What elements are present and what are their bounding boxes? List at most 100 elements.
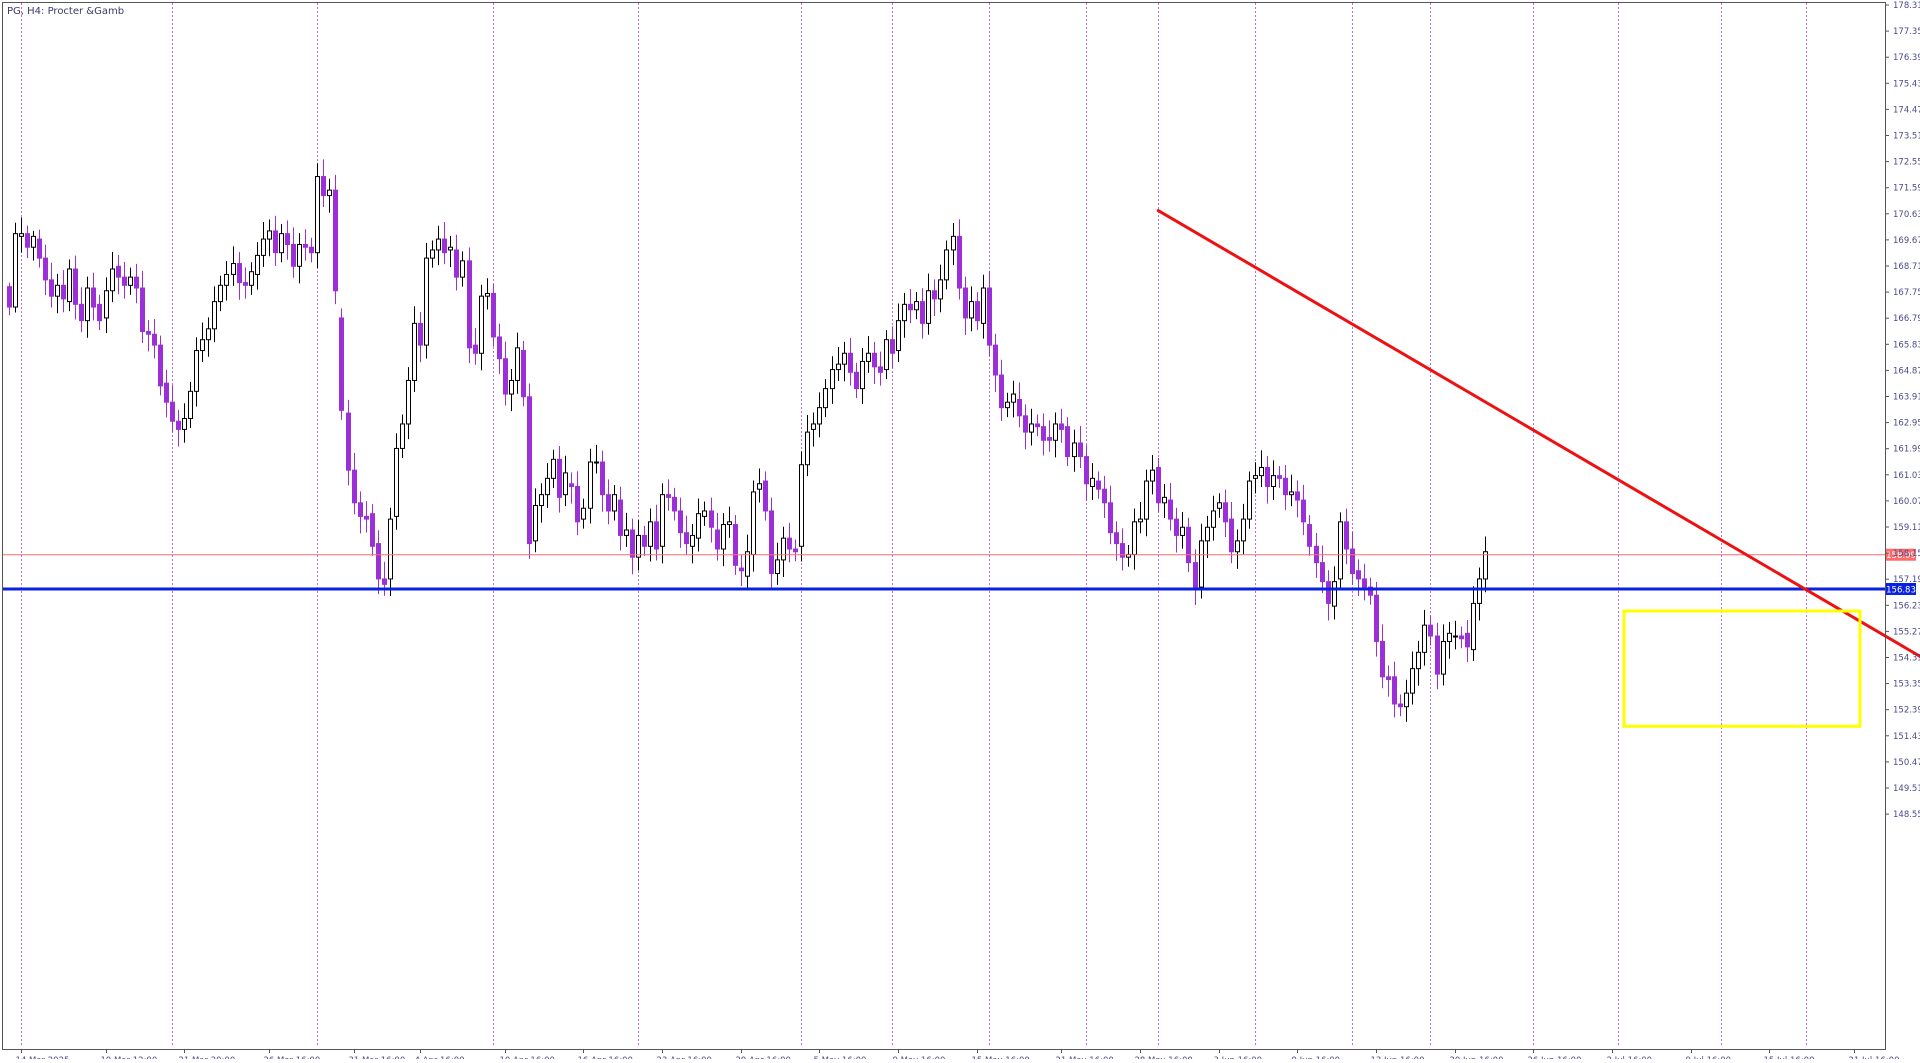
candle-body	[661, 495, 665, 547]
candle-body	[1157, 467, 1161, 502]
candle-body	[1357, 571, 1361, 579]
candle-body	[1036, 424, 1040, 427]
candle-body	[945, 250, 949, 280]
candle-body	[310, 247, 314, 252]
candle-body	[1097, 481, 1101, 489]
candle-body	[1484, 552, 1488, 579]
candle-body	[1375, 595, 1379, 641]
candle-body	[407, 380, 411, 424]
y-tick-label: 170.63	[1893, 210, 1920, 220]
candle-body	[123, 277, 127, 285]
candle-body	[722, 525, 726, 549]
candle-body	[1417, 652, 1421, 668]
candle	[800, 451, 804, 561]
candle-body	[1351, 549, 1355, 573]
candle-body	[1060, 424, 1064, 429]
candle-body	[710, 511, 714, 527]
candle-body	[377, 544, 381, 579]
candle-body	[800, 465, 804, 547]
candle-body	[147, 332, 151, 335]
candle-body	[1290, 492, 1294, 495]
candle-body	[1466, 633, 1470, 647]
candle-body	[867, 353, 871, 361]
candle-body	[831, 370, 835, 389]
candle-body	[1115, 533, 1119, 544]
candle-body	[619, 500, 623, 535]
y-tick-label: 163.91	[1893, 393, 1920, 403]
candle-body	[1030, 424, 1034, 432]
candle-body	[486, 293, 490, 296]
candle-body	[1006, 402, 1010, 407]
y-tick-label: 167.75	[1893, 288, 1920, 298]
candle-body	[589, 462, 593, 508]
y-tick-label: 157.19	[1893, 575, 1920, 585]
candle-body	[50, 280, 54, 296]
candle-body	[213, 302, 217, 329]
candle-body	[1296, 492, 1300, 500]
candle-body	[44, 258, 48, 280]
y-tick-label: 154.31	[1893, 654, 1920, 664]
candle-body	[1429, 625, 1433, 636]
candle-body	[1472, 603, 1476, 649]
candle	[425, 243, 429, 359]
candle-body	[1423, 625, 1427, 652]
y-tick-label: 177.35	[1893, 27, 1920, 37]
candle-body	[1163, 497, 1167, 502]
y-tick-label: 153.35	[1893, 680, 1920, 690]
candle-body	[141, 288, 145, 332]
candle-body	[982, 288, 986, 323]
y-tick-label: 159.11	[1893, 523, 1920, 533]
candle-body	[1181, 527, 1185, 535]
candle-body	[353, 470, 357, 503]
y-tick-label: 151.43	[1893, 732, 1920, 742]
candle	[316, 163, 320, 268]
candle-body	[770, 511, 774, 574]
candle-body	[1133, 522, 1137, 555]
candle-body	[1321, 563, 1325, 582]
candle-body	[413, 323, 417, 380]
candle-body	[933, 291, 937, 299]
y-tick-label: 152.39	[1893, 706, 1920, 716]
candle-body	[74, 269, 78, 304]
candle-body	[1194, 563, 1198, 590]
candle-body	[613, 495, 617, 511]
candle-body	[304, 245, 308, 248]
candle	[1339, 512, 1343, 588]
candle-body	[1066, 427, 1070, 457]
candle-body	[788, 538, 792, 549]
candle-body	[1145, 481, 1149, 519]
candle-body	[1248, 481, 1252, 519]
candle-body	[1411, 669, 1415, 693]
candle-body	[855, 372, 859, 388]
candle-body	[1266, 467, 1270, 486]
candle-body	[437, 239, 441, 250]
y-tick-label: 174.47	[1893, 105, 1920, 115]
candle-body	[219, 285, 223, 301]
candle-body	[1284, 478, 1288, 494]
candle-body	[498, 337, 502, 359]
candle-body	[873, 353, 877, 367]
candle-body	[939, 280, 943, 299]
candle-body	[1278, 476, 1282, 479]
candle-body	[225, 274, 229, 285]
candle	[522, 341, 526, 406]
candle-body	[347, 413, 351, 470]
candle-body	[232, 264, 236, 275]
candle-body	[80, 304, 84, 320]
candle-body	[153, 334, 157, 345]
candle-body	[1333, 582, 1337, 606]
candle-body	[1272, 476, 1276, 487]
candle-body	[1018, 399, 1022, 415]
candle-body	[970, 302, 974, 318]
y-tick-label: 169.67	[1893, 236, 1920, 246]
candle-body	[238, 264, 242, 283]
candle-body	[274, 231, 278, 253]
candle-body	[389, 519, 393, 579]
candle-body	[728, 522, 732, 525]
candle-body	[1024, 416, 1028, 432]
candle-body	[649, 522, 653, 546]
candle-body	[195, 351, 199, 392]
candle-body	[1139, 519, 1143, 522]
